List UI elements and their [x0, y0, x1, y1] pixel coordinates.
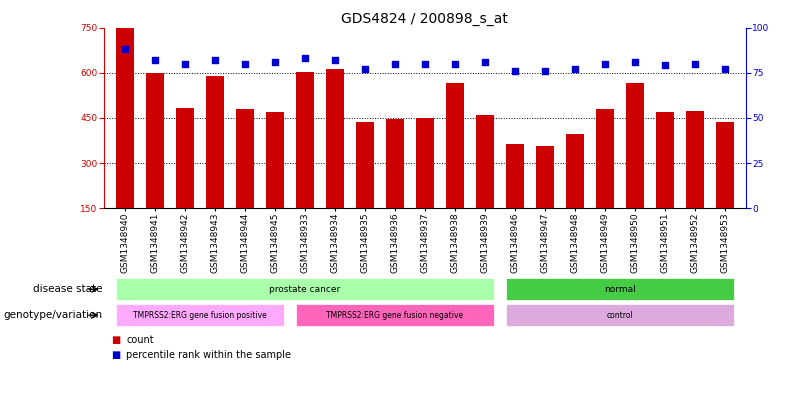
Point [118, 46, 131, 52]
Title: GDS4824 / 200898_s_at: GDS4824 / 200898_s_at [342, 13, 508, 26]
Point [268, 59, 281, 65]
Bar [326, 69, 344, 208]
Bar [506, 144, 524, 208]
Bar [536, 146, 554, 208]
Bar [356, 122, 374, 208]
Bar [446, 83, 464, 208]
Text: ■: ■ [112, 350, 124, 360]
Point [658, 62, 671, 69]
Text: genotype/variation: genotype/variation [4, 310, 103, 320]
Bar [206, 76, 223, 208]
Point [629, 59, 642, 65]
Bar [116, 304, 284, 326]
Point [389, 61, 401, 67]
Bar [596, 109, 614, 208]
Bar [566, 134, 584, 208]
Point [419, 61, 432, 67]
Bar [176, 108, 194, 208]
Point [569, 66, 582, 72]
Bar [236, 110, 254, 208]
Bar [506, 278, 734, 300]
Bar [686, 111, 704, 208]
Point [208, 57, 221, 63]
Bar [296, 304, 494, 326]
Bar [296, 72, 314, 208]
Point [329, 57, 342, 63]
Text: normal: normal [604, 285, 636, 294]
Text: TMPRSS2:ERG gene fusion negative: TMPRSS2:ERG gene fusion negative [326, 311, 464, 320]
Text: ■: ■ [112, 335, 124, 345]
Text: count: count [126, 335, 154, 345]
Bar [626, 83, 644, 208]
Bar [656, 112, 674, 208]
Point [479, 59, 492, 65]
Point [598, 61, 611, 67]
Bar [386, 119, 404, 208]
Text: prostate cancer: prostate cancer [269, 285, 341, 294]
Bar [476, 116, 494, 208]
Bar [416, 118, 434, 208]
Text: TMPRSS2:ERG gene fusion positive: TMPRSS2:ERG gene fusion positive [133, 311, 267, 320]
Bar [506, 304, 734, 326]
Point [298, 55, 311, 61]
Point [448, 61, 461, 67]
Bar [266, 112, 284, 208]
Bar [116, 26, 134, 208]
Text: control: control [606, 311, 634, 320]
Point [358, 66, 371, 72]
Text: disease state: disease state [34, 284, 103, 294]
Point [689, 61, 701, 67]
Point [179, 61, 192, 67]
Bar [716, 122, 734, 208]
Point [148, 57, 161, 63]
Bar [116, 278, 494, 300]
Point [719, 66, 732, 72]
Point [539, 68, 551, 74]
Text: percentile rank within the sample: percentile rank within the sample [126, 350, 291, 360]
Bar [146, 73, 164, 208]
Point [508, 68, 521, 74]
Point [239, 61, 251, 67]
